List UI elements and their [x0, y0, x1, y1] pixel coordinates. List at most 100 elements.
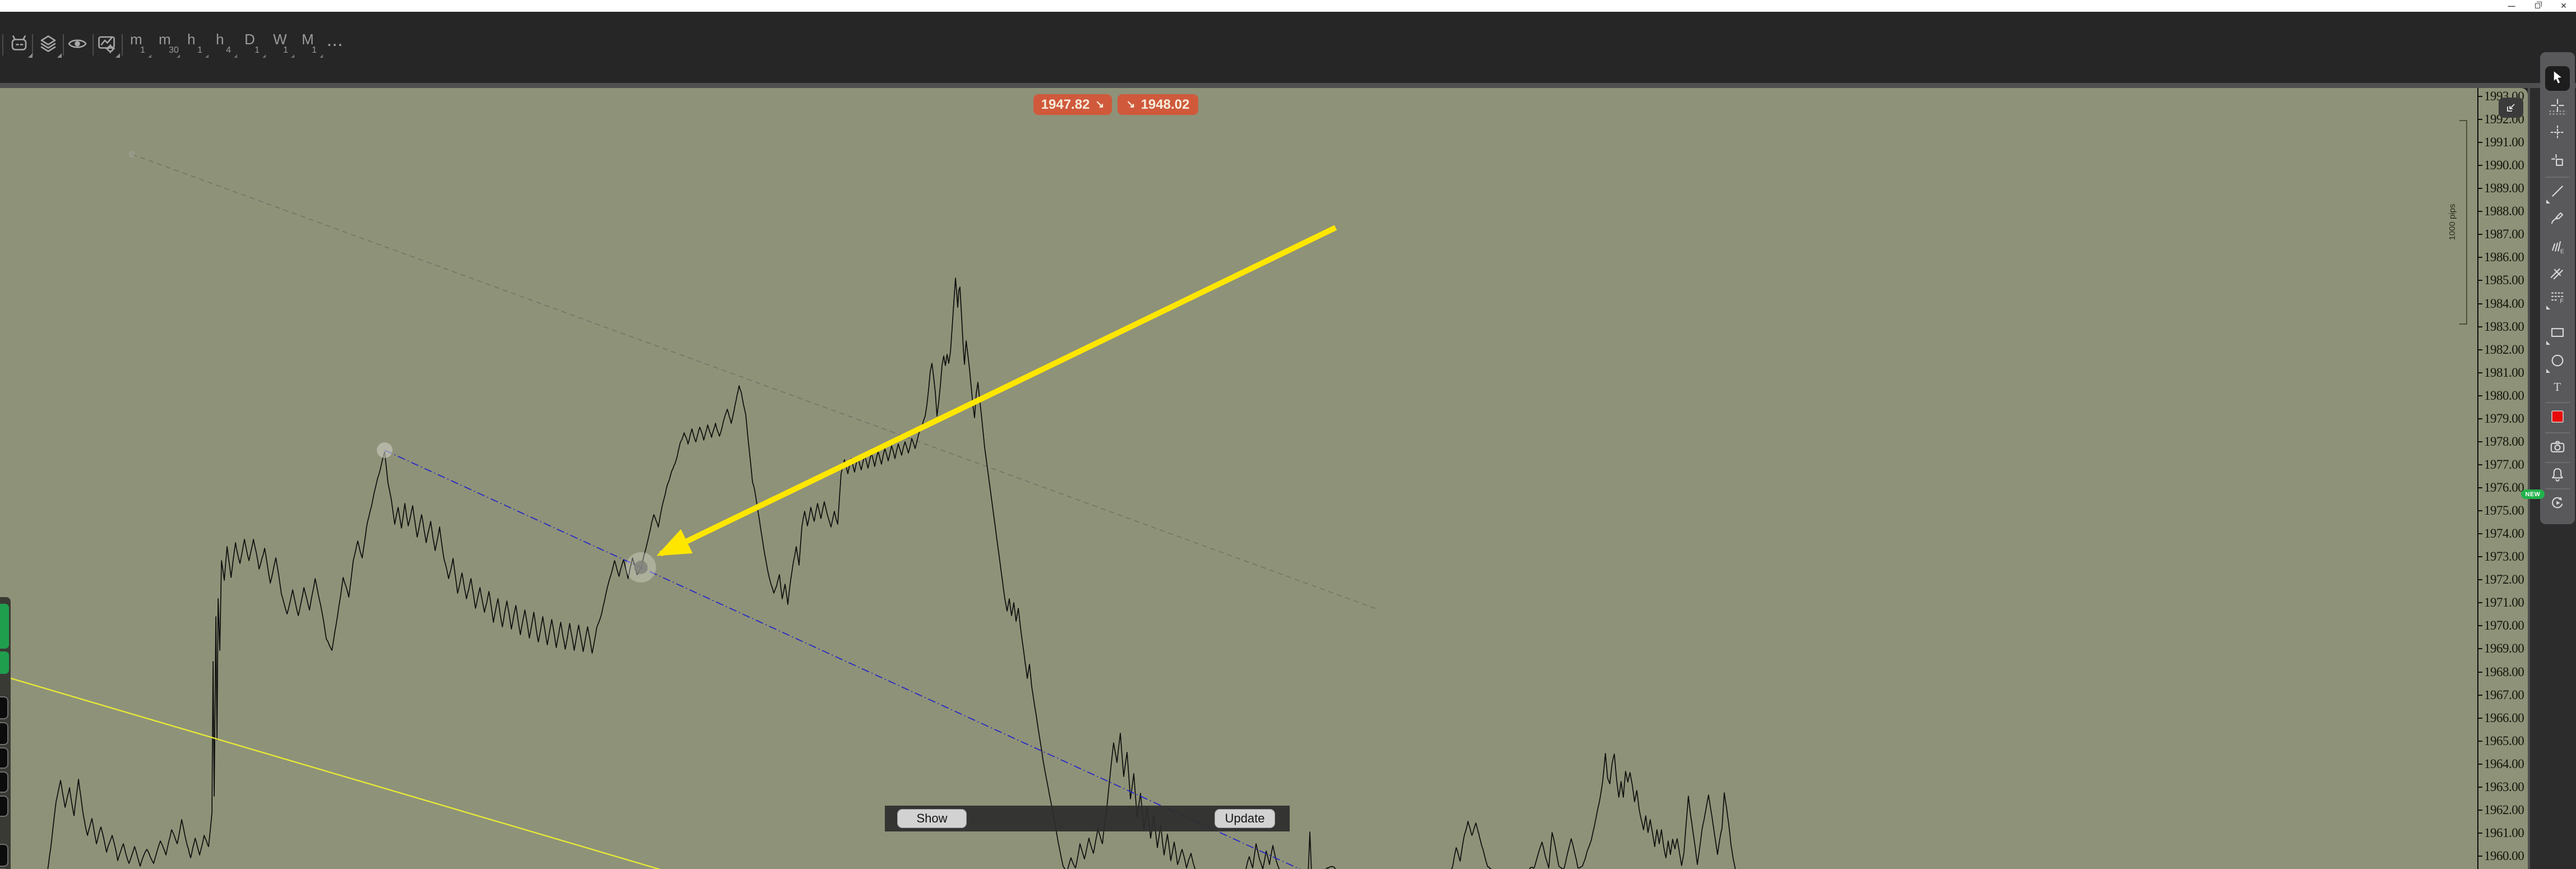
ask-price-badge[interactable]: ↘ 1948.02 [1118, 94, 1198, 115]
axis-tick [2478, 395, 2482, 396]
toolbar-separator [93, 34, 94, 56]
crosshair-dotted-tool-button[interactable] [2545, 121, 2570, 146]
pips-bracket [2459, 120, 2467, 325]
left-panel-green-button[interactable] [0, 604, 9, 649]
axis-tick [2478, 165, 2482, 167]
yellow-arrow[interactable] [656, 225, 1337, 557]
left-panel-dark-button[interactable] [0, 722, 8, 745]
axis-price-label: 1971.00 [2484, 595, 2524, 610]
toolbar-separator [32, 34, 33, 56]
chart-area[interactable]: 1000 pips 1993.00 1992.00 1991.00 1990.00 19… [0, 88, 2528, 869]
draw-tool-button[interactable] [2545, 206, 2570, 231]
tool-group-divider [2545, 432, 2570, 433]
timeframe-label: m [130, 31, 142, 48]
panel-drag-handle-icon[interactable] [2549, 110, 2566, 116]
bot-icon-button[interactable] [8, 33, 33, 58]
window-close-button[interactable]: ✕ [2560, 1, 2567, 10]
left-panel-dark-button[interactable] [0, 747, 8, 769]
cursor-tool-button[interactable] [2545, 66, 2570, 91]
eye-icon [67, 34, 87, 57]
update-button[interactable]: Update [1215, 809, 1275, 828]
crosshair-tool-button[interactable] [2545, 94, 2570, 119]
more-timeframes-button[interactable]: ... [327, 34, 344, 49]
show-button[interactable]: Show [897, 809, 967, 828]
submenu-triangle-icon [177, 54, 180, 58]
pitchfork-tool-button[interactable] [2545, 261, 2570, 286]
text-icon: T [2549, 378, 2566, 398]
axis-tick [2478, 188, 2482, 189]
submenu-triangle-icon [262, 54, 266, 58]
timeframe-button-D1[interactable]: D 1 [241, 31, 267, 60]
toolbar-separator [63, 34, 64, 56]
selected-trendline[interactable] [384, 450, 1302, 869]
chart-settings-icon-button[interactable] [95, 33, 120, 58]
axis-price-label: 1978.00 [2484, 434, 2524, 449]
timeframe-button-W1[interactable]: W 1 [270, 31, 296, 60]
svg-text:F: F [2560, 298, 2564, 304]
window-restore-button[interactable] [2529, 0, 2546, 12]
fibonacci-tool-button[interactable]: F [2545, 286, 2570, 311]
axis-price-label: 1983.00 [2484, 319, 2524, 334]
new-feature-badge: NEW [2521, 489, 2545, 499]
timeframe-button-m30[interactable]: m 30 [155, 31, 181, 60]
layers-icon-button[interactable] [37, 33, 62, 58]
text-tool-button[interactable]: T [2545, 376, 2570, 400]
eye-icon-button[interactable] [66, 33, 89, 57]
elliott-wave-icon: E [2549, 238, 2566, 258]
color-swatch-tool-button[interactable] [2545, 405, 2570, 430]
tool-group-divider [2545, 402, 2570, 403]
axis-tick [2478, 349, 2482, 350]
chart-canvas[interactable]: 1000 pips [0, 88, 2477, 869]
axis-price-label: 1974.00 [2484, 526, 2524, 541]
chart-expand-button[interactable] [2499, 98, 2523, 118]
bot-icon [9, 34, 29, 57]
window-minimize-button[interactable]: — [2508, 2, 2515, 10]
tool-group-divider [2545, 177, 2570, 178]
axis-tick [2478, 556, 2482, 558]
rectangle-tool-button[interactable] [2545, 321, 2570, 346]
ellipse-tool-button[interactable] [2545, 349, 2570, 374]
left-panel-dark-button[interactable] [0, 696, 8, 719]
timeframe-period: 30 [169, 45, 179, 55]
submenu-triangle-icon [28, 53, 33, 58]
trendline-handle[interactable] [377, 442, 393, 458]
axis-price-label: 1984.00 [2484, 296, 2524, 311]
price-axis[interactable]: 1993.00 1992.00 1991.00 1990.00 1989.00 1988.… [2477, 88, 2528, 869]
alerts-tool-button[interactable] [2545, 463, 2570, 488]
title-bar: — ✕ [0, 0, 2576, 12]
axis-price-label: 1973.00 [2484, 549, 2524, 564]
timeframe-button-m1[interactable]: m 1 [127, 31, 153, 60]
crosshair-snap-tool-button[interactable] [2545, 149, 2570, 174]
timeframe-period: 4 [226, 45, 231, 55]
axis-scrollbar-strip[interactable] [2528, 88, 2530, 869]
trendline-handle[interactable] [634, 561, 648, 574]
axis-price-label: 1991.00 [2484, 135, 2524, 150]
left-panel-dark-button[interactable] [0, 771, 8, 793]
submenu-triangle-icon [320, 54, 323, 58]
elliott-wave-tool-button[interactable]: E [2545, 235, 2570, 260]
timeframe-button-M1[interactable]: M 1 [298, 31, 324, 60]
left-panel-dark-button[interactable] [0, 796, 8, 817]
left-edge-panel [0, 597, 11, 869]
axis-price-label: 1967.00 [2484, 687, 2524, 702]
axis-tick [2478, 671, 2482, 673]
left-panel-dark-button[interactable] [0, 844, 8, 867]
drawing-tools-panel: E F T [2540, 52, 2575, 524]
axis-price-label: 1975.00 [2484, 503, 2524, 518]
timeframe-button-h1[interactable]: h 1 [184, 31, 210, 60]
faint-trendline-handle[interactable] [128, 151, 135, 158]
screenshot-tool-button[interactable] [2545, 436, 2570, 460]
faint-trendline[interactable] [131, 154, 1380, 611]
axis-price-label: 1964.00 [2484, 756, 2524, 771]
timeframe-button-h4[interactable]: h 4 [213, 31, 238, 60]
trend-line-tool-button[interactable] [2545, 180, 2570, 205]
fibonacci-icon: F [2549, 289, 2566, 308]
bid-price-badge[interactable]: 1947.82 ↘ [1033, 94, 1112, 115]
yellow-ray-line[interactable] [3, 675, 670, 869]
axis-tick [2478, 119, 2482, 121]
axis-tick [2478, 372, 2482, 373]
timeframe-label: W [273, 31, 287, 48]
replay-tool-button[interactable] [2545, 492, 2570, 516]
left-panel-green-button[interactable] [0, 651, 9, 674]
